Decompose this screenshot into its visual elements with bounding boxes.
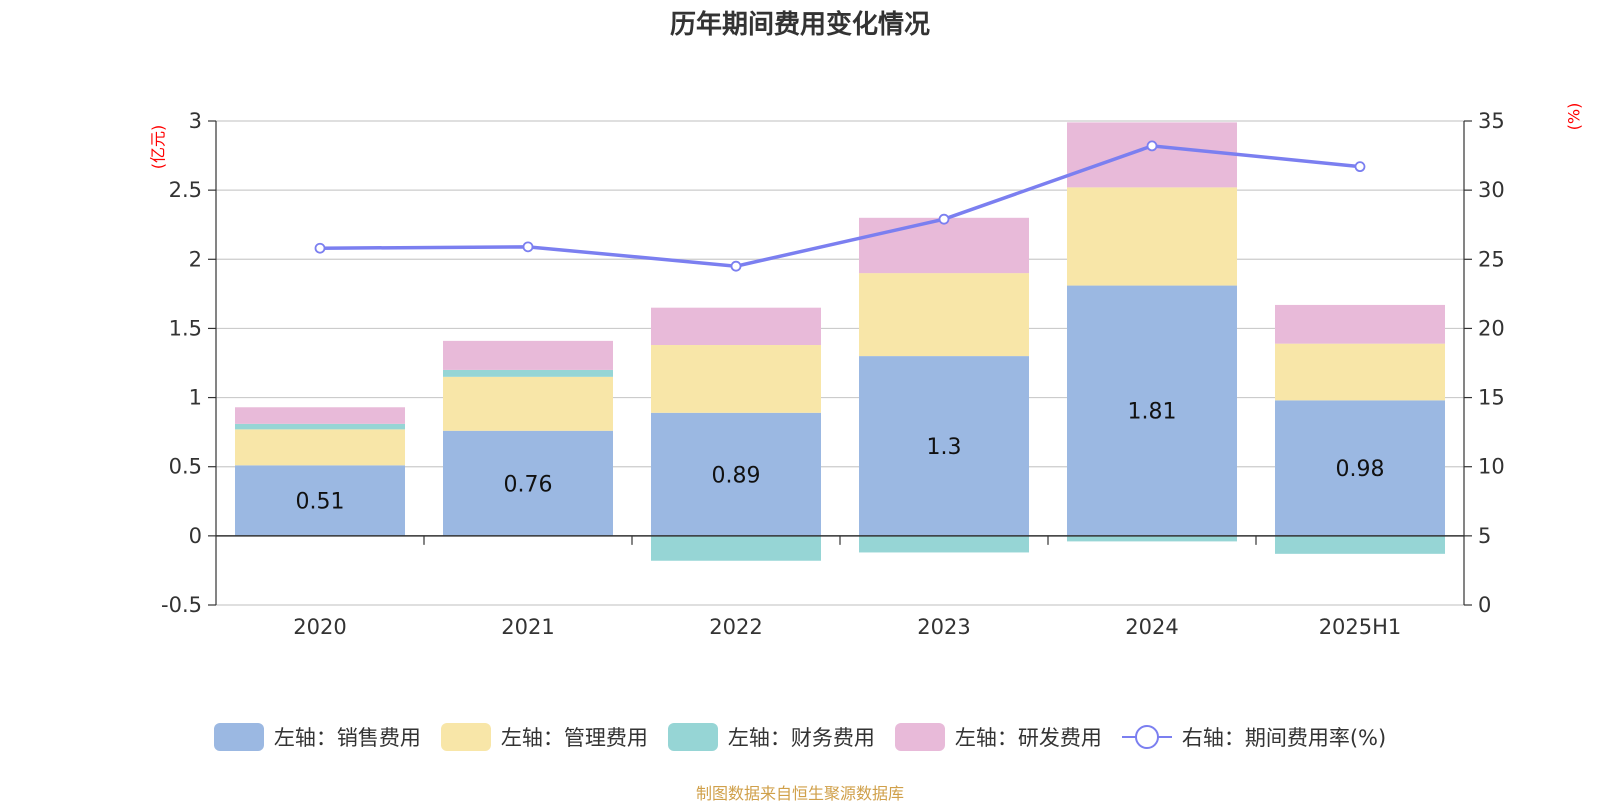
legend-label-sales: 左轴：销售费用 xyxy=(273,726,421,750)
x-axis-tick-label: 2025H1 xyxy=(1319,615,1402,639)
left-axis-tick-label: 2 xyxy=(189,247,202,271)
rate-point xyxy=(730,260,742,272)
legend-item-rate[interactable]: 右轴：期间费用率(%) xyxy=(1121,722,1387,752)
bar-segment xyxy=(1275,400,1445,536)
x-axis-tick-label: 2021 xyxy=(501,615,554,639)
legend-swatch-rnd xyxy=(894,723,945,751)
bar-segment xyxy=(235,407,405,424)
legend-item-sales[interactable]: 左轴：销售费用 xyxy=(213,722,421,752)
right-axis-tick-label: 25 xyxy=(1478,247,1505,271)
bar-segment xyxy=(859,217,1029,274)
bar-segment xyxy=(1067,187,1237,286)
bar-segment xyxy=(859,273,1029,357)
legend: 左轴：销售费用 左轴：管理费用 左轴：财务费用 左轴：研发费用 右轴：期间费用率… xyxy=(0,722,1600,752)
right-axis-tick-label: 10 xyxy=(1478,455,1505,479)
legend-label-rate: 右轴：期间费用率(%) xyxy=(1181,726,1387,750)
right-axis-tick-label: 5 xyxy=(1478,524,1491,548)
bar-segment xyxy=(651,412,821,536)
right-axis-tick-label: 20 xyxy=(1478,316,1505,340)
bar-segment xyxy=(1275,535,1445,554)
left-axis-tick-label: -0.5 xyxy=(161,593,202,617)
left-axis-tick-label: 1.5 xyxy=(169,316,202,340)
right-axis-tick-label: 35 xyxy=(1478,109,1505,133)
rate-line xyxy=(319,144,1361,268)
x-axis-tick-label: 2024 xyxy=(1125,615,1178,639)
bar-segment xyxy=(1067,535,1237,542)
bar-segment xyxy=(443,430,613,536)
left-axis-tick-label: 3 xyxy=(189,109,202,133)
data-label: 0.89 xyxy=(712,463,761,488)
chart-title: 历年期间费用变化情况 xyxy=(669,10,930,40)
bar-segment xyxy=(651,345,821,413)
bar-segment xyxy=(1275,343,1445,401)
data-label: 1.3 xyxy=(927,435,962,460)
legend-item-finance[interactable]: 左轴：财务费用 xyxy=(667,722,875,752)
rate-point xyxy=(522,241,534,253)
left-axis-tick-label: 2.5 xyxy=(169,178,202,202)
bar-segment xyxy=(859,356,1029,536)
left-axis-tick-label: 0.5 xyxy=(169,455,202,479)
right-axis-unit: (%) xyxy=(1564,102,1584,131)
legend-swatch-rate xyxy=(1121,723,1172,751)
legend-item-admin[interactable]: 左轴：管理费用 xyxy=(440,722,648,752)
bar-segment xyxy=(651,307,821,346)
data-label: 1.81 xyxy=(1128,400,1177,425)
x-axis-tick-label: 2020 xyxy=(293,615,346,639)
bar-segment xyxy=(235,423,405,430)
left-axis-tick-label: 1 xyxy=(189,386,202,410)
rate-point xyxy=(314,242,326,254)
x-axis-tick-label: 2023 xyxy=(917,615,970,639)
right-axis-tick-label: 30 xyxy=(1478,178,1505,202)
right-axis-tick-label: 0 xyxy=(1478,593,1491,617)
legend-label-rnd: 左轴：研发费用 xyxy=(954,726,1102,750)
bar-segment xyxy=(443,340,613,370)
legend-item-rnd[interactable]: 左轴：研发费用 xyxy=(894,722,1102,752)
data-source-note: 制图数据来自恒生聚源数据库 xyxy=(695,784,904,803)
x-axis-tick-label: 2022 xyxy=(709,615,762,639)
bar-segment xyxy=(235,465,405,536)
bar-segment xyxy=(859,535,1029,553)
bar-segment xyxy=(1067,122,1237,188)
legend-label-admin: 左轴：管理费用 xyxy=(500,726,648,750)
left-axis-tick-label: 0 xyxy=(189,524,202,548)
right-axis-tick-label: 15 xyxy=(1478,386,1505,410)
data-label: 0.76 xyxy=(504,472,553,497)
legend-label-finance: 左轴：财务费用 xyxy=(727,726,875,750)
bar-segment xyxy=(443,376,613,431)
rate-point xyxy=(1354,161,1366,173)
legend-swatch-finance xyxy=(667,723,718,751)
legend-swatch-admin xyxy=(440,723,491,751)
data-label: 0.98 xyxy=(1336,457,1385,482)
bar-segment xyxy=(651,535,821,561)
bar-segment xyxy=(235,429,405,466)
data-label: 0.51 xyxy=(296,490,345,515)
legend-swatch-sales xyxy=(213,723,264,751)
bar-segment xyxy=(1275,304,1445,344)
rate-point xyxy=(938,213,950,225)
bar-segment xyxy=(443,369,613,377)
bar-segment xyxy=(1067,285,1237,536)
rate-point xyxy=(1146,140,1158,152)
left-axis-unit: (亿元) xyxy=(148,124,168,170)
